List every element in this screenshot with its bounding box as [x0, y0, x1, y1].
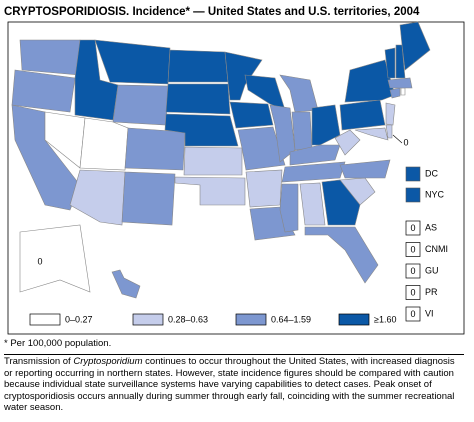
legend-swatch: [338, 313, 370, 326]
caption-text: Transmission of: [4, 356, 74, 367]
state: [299, 182, 326, 226]
state: [387, 77, 413, 89]
state: [400, 87, 406, 96]
territory-box: [405, 306, 421, 322]
caption-italic: Cryptosporidium: [73, 356, 143, 367]
state: [279, 183, 299, 233]
state: [311, 104, 341, 146]
state: [19, 39, 81, 76]
inset-label: NYC: [425, 189, 445, 199]
inset-label: DC: [425, 168, 438, 178]
state: [183, 146, 243, 176]
territory-box: [405, 242, 421, 257]
territory-label: AS: [425, 222, 437, 232]
state: [111, 269, 141, 299]
state: [304, 226, 379, 284]
state: [269, 104, 296, 163]
state: [174, 176, 246, 206]
state: [389, 87, 401, 99]
state: [124, 127, 186, 171]
map-frame: [7, 21, 465, 335]
legend-label: 0.28–0.63: [168, 314, 208, 324]
footnote: * Per 100,000 population.: [4, 338, 112, 349]
state: [291, 111, 313, 151]
territory-label: CNMI: [425, 244, 448, 254]
state: [121, 171, 176, 226]
territory-label: VI: [425, 308, 434, 318]
legend-swatch: [29, 313, 61, 326]
state: [354, 127, 389, 141]
inset-box: [405, 187, 421, 203]
state: [245, 169, 283, 208]
territory-value: 0: [410, 266, 415, 276]
map: CRYPTOSPORIDIOSIS. Incidence* — United S…: [4, 6, 465, 335]
territory-value: 0: [410, 287, 415, 297]
state: [384, 47, 396, 79]
territory-value: 0: [410, 244, 415, 254]
state: [69, 169, 126, 226]
state: [289, 144, 341, 166]
legend-swatch: [235, 313, 267, 326]
state: [164, 113, 239, 147]
territory-box: [405, 263, 421, 279]
state: [224, 51, 263, 101]
territory-box: [405, 285, 421, 300]
territory-value: 0: [410, 223, 415, 233]
state: [279, 74, 319, 113]
legend-label: 0.64–1.59: [271, 314, 311, 324]
leader-line: [392, 134, 403, 144]
zero-label: 0: [37, 256, 42, 266]
legend-label: 0–0.27: [65, 314, 93, 324]
state: [334, 129, 361, 156]
state: [344, 59, 396, 103]
state: [321, 179, 361, 226]
caption: Transmission of Cryptosporidium continue…: [4, 356, 464, 414]
state: [281, 161, 346, 183]
caption-text: continues to occur throughout the United…: [4, 356, 455, 413]
inset-box: [405, 166, 421, 182]
state: [79, 117, 129, 171]
state: [167, 49, 229, 83]
state: [237, 126, 286, 171]
territory-box: [405, 220, 421, 236]
state: [19, 224, 91, 293]
state: [94, 39, 171, 85]
state: [385, 124, 393, 139]
state: [11, 69, 76, 113]
territory-value: 0: [410, 309, 415, 319]
state: [339, 99, 386, 131]
state: [385, 102, 396, 126]
title: CRYPTOSPORIDIOSIS. Incidence* — United S…: [4, 6, 420, 18]
zero-label: 0: [403, 137, 408, 147]
territory-label: PR: [425, 287, 438, 297]
territory-label: GU: [425, 265, 439, 275]
state: [165, 83, 231, 115]
state: [399, 21, 431, 71]
legend-label: ≥1.60: [374, 314, 396, 324]
state: [112, 84, 169, 126]
rule: [4, 354, 464, 355]
state: [229, 101, 274, 129]
legend-swatch: [132, 313, 164, 326]
state: [339, 159, 391, 179]
